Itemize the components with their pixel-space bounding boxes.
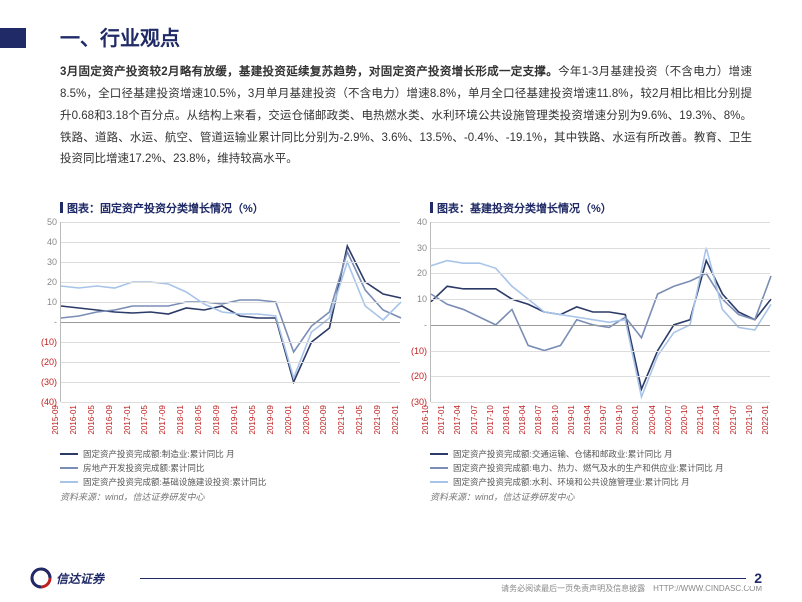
- y-tick-label: 10: [33, 297, 57, 307]
- x-tick-label: 2019-01: [567, 405, 576, 434]
- footer-disclaimer: 请务必阅读最后一页免责声明及信息披露 HTTP://WWW.CINDASC.CO…: [501, 583, 762, 594]
- chart-legend: 固定资产投资完成额:交通运输、仓储和邮政业:累计同比 月固定资产投资完成额:电力…: [430, 448, 770, 490]
- y-tick-label: 20: [403, 268, 427, 278]
- body-rest: 今年1-3月基建投资（不含电力）增速8.5%，全口径基建投资增速10.5%，3月…: [60, 66, 752, 165]
- chart-x-axis: 2016-102017-012017-042017-072017-102018-…: [430, 382, 770, 442]
- lead-bold: 3月固定资产投资较2月略有放缓，基建投资延续复苏趋势，对固定资产投资增长形成一定…: [60, 66, 558, 78]
- x-tick-label: 2022-01: [761, 405, 770, 434]
- x-tick-label: 2017-04: [453, 405, 462, 434]
- x-tick-label: 2022-01: [391, 405, 400, 434]
- x-tick-label: 2019-09: [266, 405, 275, 434]
- x-tick-label: 2021-10: [745, 405, 754, 434]
- y-tick-label: (10): [403, 346, 427, 356]
- x-tick-label: 2018-01: [502, 405, 511, 434]
- chart-source: 资料来源：wind，信达证券研发中心: [60, 490, 205, 503]
- chart-title: 图表：基建投资分类增长情况（%）: [430, 200, 770, 216]
- chart-legend: 固定资产投资完成额:制造业:累计同比 月房地产开发投资完成额:累计同比固定资产投…: [60, 448, 400, 490]
- x-tick-label: 2017-09: [158, 405, 167, 434]
- x-tick-label: 2017-01: [123, 405, 132, 434]
- x-tick-label: 2016-01: [69, 405, 78, 434]
- y-tick-label: -: [403, 320, 427, 330]
- legend-item: 固定资产投资完成额:制造业:累计同比 月: [60, 448, 400, 460]
- x-tick-label: 2016-05: [87, 405, 96, 434]
- chart-infrastructure-investment: 图表：基建投资分类增长情况（%） 40302010-(10)(20)(30) 2…: [430, 200, 770, 460]
- x-tick-label: 2019-04: [583, 405, 592, 434]
- chart-fixed-asset-investment: 图表：固定资产投资分类增长情况（%） 5040302010-(10)(20)(3…: [60, 200, 400, 460]
- chart-plot-area: 40302010-(10)(20)(30): [430, 222, 770, 402]
- x-tick-label: 2015-09: [51, 405, 60, 434]
- x-tick-label: 2020-01: [284, 405, 293, 434]
- x-tick-label: 2020-07: [664, 405, 673, 434]
- y-tick-label: (10): [33, 337, 57, 347]
- x-tick-label: 2018-07: [534, 405, 543, 434]
- chart-plot-area: 5040302010-(10)(20)(30)(40): [60, 222, 400, 402]
- chart-lines: [431, 222, 770, 402]
- chart-x-axis: 2015-092016-012016-052016-092017-012017-…: [60, 382, 400, 442]
- x-tick-label: 2016-10: [421, 405, 430, 434]
- footer-rule: [140, 578, 762, 579]
- y-tick-label: 30: [403, 243, 427, 253]
- y-tick-label: 50: [33, 217, 57, 227]
- x-tick-label: 2020-09: [319, 405, 328, 434]
- x-tick-label: 2020-01: [631, 405, 640, 434]
- y-tick-label: 40: [33, 237, 57, 247]
- x-tick-label: 2020-10: [680, 405, 689, 434]
- legend-item: 固定资产投资完成额:交通运输、仓储和邮政业:累计同比 月: [430, 448, 770, 460]
- section-title: 一、行业观点: [60, 22, 180, 51]
- y-tick-label: 20: [33, 277, 57, 287]
- chart-source: 资料来源：wind，信达证券研发中心: [430, 490, 575, 503]
- x-tick-label: 2021-05: [355, 405, 364, 434]
- x-tick-label: 2019-10: [615, 405, 624, 434]
- x-tick-label: 2017-05: [140, 405, 149, 434]
- x-tick-label: 2017-10: [486, 405, 495, 434]
- header-accent-bar: [0, 28, 26, 48]
- brand-logo: 信达证券: [30, 567, 112, 589]
- legend-item: 固定资产投资完成额:基础设施建设投资:累计同比: [60, 476, 400, 488]
- legend-item: 房地产开发投资完成额:累计同比: [60, 462, 400, 474]
- y-tick-label: 30: [33, 257, 57, 267]
- x-tick-label: 2017-01: [437, 405, 446, 434]
- x-tick-label: 2018-01: [176, 405, 185, 434]
- x-tick-label: 2017-07: [470, 405, 479, 434]
- y-tick-label: (30): [33, 377, 57, 387]
- x-tick-label: 2021-01: [337, 405, 346, 434]
- x-tick-label: 2019-07: [599, 405, 608, 434]
- x-tick-label: 2021-04: [712, 405, 721, 434]
- y-tick-label: -: [33, 317, 57, 327]
- y-tick-label: (20): [403, 371, 427, 381]
- body-paragraph: 3月固定资产投资较2月略有放缓，基建投资延续复苏趋势，对固定资产投资增长形成一定…: [60, 62, 752, 171]
- page-footer: 信达证券 2 请务必阅读最后一页免责声明及信息披露 HTTP://WWW.CIN…: [0, 564, 802, 592]
- x-tick-label: 2018-05: [194, 405, 203, 434]
- y-tick-label: (20): [33, 357, 57, 367]
- legend-item: 固定资产投资完成额:水利、环境和公共设施管理业:累计同比 月: [430, 476, 770, 488]
- x-tick-label: 2018-10: [551, 405, 560, 434]
- x-tick-label: 2020-04: [648, 405, 657, 434]
- legend-item: 固定资产投资完成额:电力、热力、燃气及水的生产和供应业:累计同比 月: [430, 462, 770, 474]
- chart-lines: [61, 222, 400, 402]
- x-tick-label: 2019-05: [248, 405, 257, 434]
- y-tick-label: 40: [403, 217, 427, 227]
- logo-swirl-icon: [30, 567, 52, 589]
- x-tick-label: 2021-01: [696, 405, 705, 434]
- chart-title: 图表：固定资产投资分类增长情况（%）: [60, 200, 400, 216]
- x-tick-label: 2018-09: [212, 405, 221, 434]
- x-tick-label: 2021-09: [373, 405, 382, 434]
- y-tick-label: 10: [403, 294, 427, 304]
- x-tick-label: 2018-04: [518, 405, 527, 434]
- logo-text: 信达证券: [56, 570, 104, 587]
- x-tick-label: 2021-07: [729, 405, 738, 434]
- x-tick-label: 2016-09: [105, 405, 114, 434]
- page-number: 2: [746, 570, 762, 586]
- x-tick-label: 2019-01: [230, 405, 239, 434]
- x-tick-label: 2020-05: [302, 405, 311, 434]
